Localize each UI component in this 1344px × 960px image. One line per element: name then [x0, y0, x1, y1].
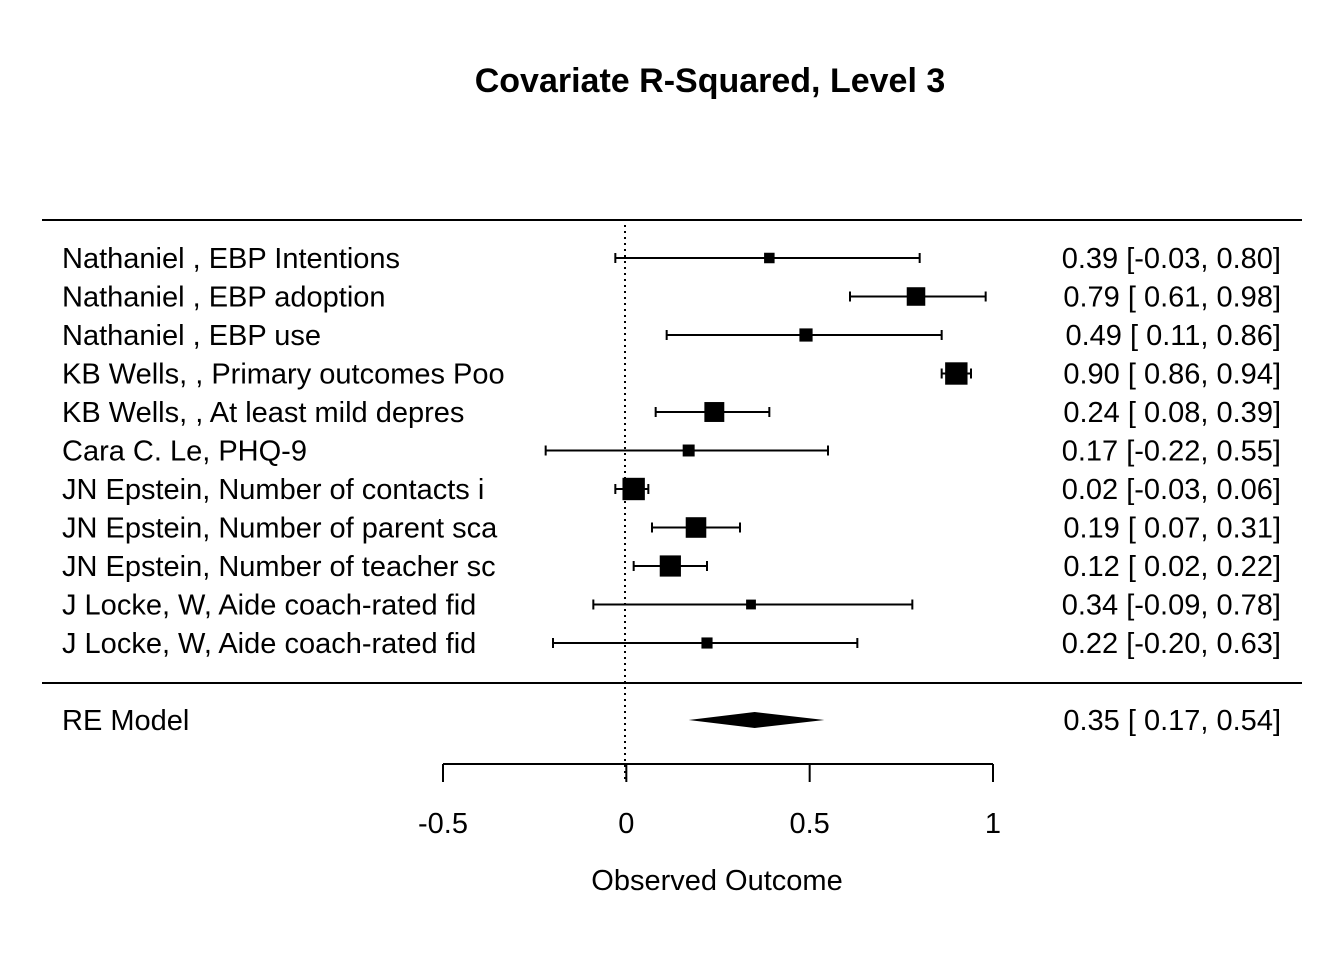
ci-text: 0.34 [-0.09, 0.78] [1062, 590, 1281, 622]
study-row: KB Wells, , At least mild depres 0.24 [ 0… [62, 397, 1281, 429]
study-rows: Nathaniel , EBP Intentions 0.39 [-0.03, 0… [62, 243, 1281, 660]
study-row: Nathaniel , EBP adoption 0.79 [ 0.61, 0.9… [62, 282, 1281, 314]
point-estimate-square [701, 637, 713, 649]
study-row: J Locke, W, Aide coach-rated fid 0.34 [-0… [62, 590, 1281, 622]
summary-diamond [688, 712, 825, 728]
ci-text: 0.79 [ 0.61, 0.98] [1063, 282, 1281, 314]
ci-text: 0.49 [ 0.11, 0.86] [1065, 320, 1281, 352]
point-estimate-square [906, 287, 926, 306]
ci-text: 0.02 [-0.03, 0.06] [1062, 474, 1281, 506]
ci-text: 0.90 [ 0.86, 0.94] [1063, 359, 1281, 391]
point-estimate-square [685, 517, 707, 538]
study-label: KB Wells, , At least mild depres [62, 397, 464, 429]
study-label: JN Epstein, Number of parent sca [62, 513, 498, 545]
study-label: J Locke, W, Aide coach-rated fid [62, 628, 476, 660]
x-tick-label: 0 [618, 808, 634, 840]
summary-label: RE Model [62, 705, 189, 737]
study-row: Nathaniel , EBP Intentions 0.39 [-0.03, 0… [62, 243, 1281, 275]
study-label: Nathaniel , EBP adoption [62, 282, 386, 314]
ci-text: 0.22 [-0.20, 0.63] [1062, 628, 1281, 660]
study-label: Cara C. Le, PHQ-9 [62, 436, 307, 468]
ci-text: 0.12 [ 0.02, 0.22] [1063, 551, 1281, 583]
study-label: JN Epstein, Number of contacts i [62, 474, 484, 506]
study-label: J Locke, W, Aide coach-rated fid [62, 590, 476, 622]
point-estimate-square [682, 444, 695, 457]
point-estimate-square [799, 328, 813, 342]
ci-text: 0.17 [-0.22, 0.55] [1062, 436, 1281, 468]
x-tick-label: 1 [985, 808, 1001, 840]
summary-row: RE Model 0.35 [ 0.17, 0.54] [62, 705, 1281, 737]
point-estimate-square [622, 477, 645, 501]
point-estimate-square [659, 555, 681, 577]
ci-text: 0.19 [ 0.07, 0.31] [1063, 513, 1281, 545]
study-label: Nathaniel , EBP Intentions [62, 243, 400, 275]
x-tick-label: 0.5 [790, 808, 830, 840]
study-label: JN Epstein, Number of teacher sc [62, 551, 496, 583]
ci-text: 0.24 [ 0.08, 0.39] [1063, 397, 1281, 429]
study-row: JN Epstein, Number of contacts i 0.02 [-0… [62, 474, 1281, 506]
study-row: JN Epstein, Number of parent sca 0.19 [ 0… [62, 513, 1281, 545]
study-row: KB Wells, , Primary outcomes Poo 0.90 [ 0… [62, 359, 1281, 391]
x-axis: -0.5 0 0.5 1 [418, 763, 1001, 840]
chart-title: Covariate R-Squared, Level 3 [475, 62, 946, 100]
study-label: KB Wells, , Primary outcomes Poo [62, 359, 505, 391]
point-estimate-square [704, 402, 725, 422]
x-tick-label: -0.5 [418, 808, 468, 840]
point-estimate-square [764, 252, 775, 264]
study-row: JN Epstein, Number of teacher sc 0.12 [ 0… [62, 551, 1281, 583]
point-estimate-square [746, 599, 756, 610]
study-row: Cara C. Le, PHQ-9 0.17 [-0.22, 0.55] [62, 436, 1281, 468]
study-label: Nathaniel , EBP use [62, 320, 321, 352]
x-axis-label: Observed Outcome [591, 865, 842, 897]
ci-text: 0.39 [-0.03, 0.80] [1062, 243, 1281, 275]
summary-ci-text: 0.35 [ 0.17, 0.54] [1063, 705, 1281, 737]
study-row: J Locke, W, Aide coach-rated fid 0.22 [-0… [62, 628, 1281, 660]
study-row: Nathaniel , EBP use 0.49 [ 0.11, 0.86] [62, 320, 1281, 352]
point-estimate-square [945, 362, 968, 385]
